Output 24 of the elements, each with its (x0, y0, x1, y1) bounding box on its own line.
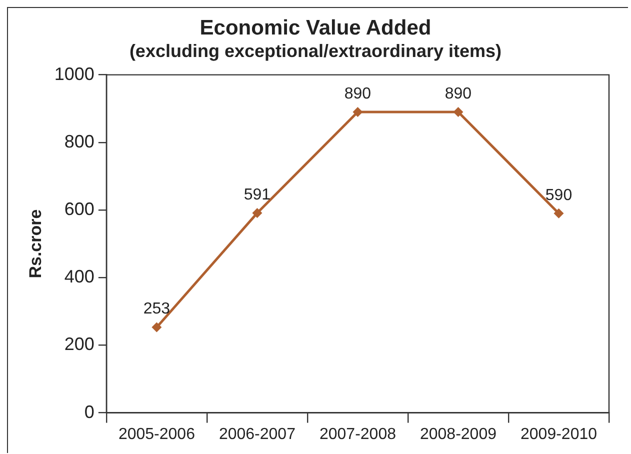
y-tick-label: 1000 (54, 64, 94, 84)
y-tick-label: 600 (64, 198, 94, 219)
x-tick-label: 2009-2010 (520, 426, 598, 443)
y-tick-label: 200 (64, 334, 94, 354)
data-label: 590 (545, 186, 572, 204)
y-tick-label: 400 (64, 266, 94, 287)
data-label: 890 (344, 85, 372, 102)
x-tick-label: 2007-2008 (319, 426, 396, 443)
point (453, 106, 464, 117)
y-tick-label: 800 (64, 131, 94, 152)
chart-title: Economic Value Added (200, 16, 432, 40)
y-axis-title: Rs.crore (26, 209, 45, 278)
data-label: 591 (244, 186, 271, 204)
x-tick-label: 2006-2007 (218, 426, 296, 443)
data-label: 890 (444, 85, 472, 102)
point (554, 208, 564, 218)
point (152, 322, 162, 332)
x-tick-label: 2008-2009 (420, 426, 497, 443)
y-tick-label: 0 (84, 402, 94, 422)
point (352, 106, 363, 117)
point (252, 208, 262, 218)
chart-subtitle: (excluding exceptional/extraordinary items) (129, 40, 502, 61)
x-tick-label: 2005-2006 (118, 426, 196, 443)
data-label: 253 (143, 300, 170, 318)
